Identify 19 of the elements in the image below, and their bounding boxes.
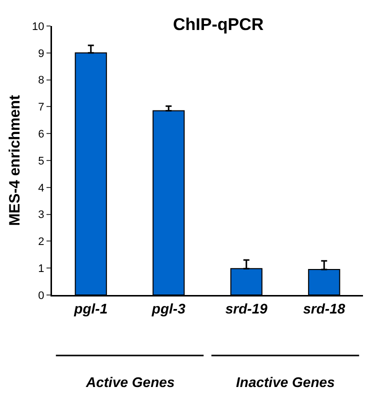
x-tick-label: srd-19: [225, 300, 268, 316]
y-tick-label: 1: [38, 262, 44, 275]
y-tick-label: 4: [38, 182, 44, 194]
chart-title: ChIP-qPCR: [172, 14, 264, 34]
x-tick-label: pgl-3: [150, 300, 186, 316]
x-tick-label: srd-18: [303, 300, 346, 316]
y-tick-label: 5: [38, 155, 44, 168]
y-tick-label: 2: [38, 236, 44, 248]
text: Active Genes: [85, 374, 175, 390]
y-tick-label: 7: [38, 102, 44, 114]
y-tick-label: 9: [38, 48, 44, 60]
y-tick-label: 3: [38, 209, 44, 222]
x-tick-label: pgl-1: [73, 300, 108, 316]
y-axis-title: MES-4 enrichment: [6, 95, 24, 226]
y-tick-label: 10: [32, 20, 44, 33]
y-tick-label: 8: [38, 74, 44, 87]
y-tick-label: 6: [38, 128, 44, 140]
text: Inactive Genes: [236, 374, 336, 390]
y-tick-label: 0: [38, 290, 44, 302]
